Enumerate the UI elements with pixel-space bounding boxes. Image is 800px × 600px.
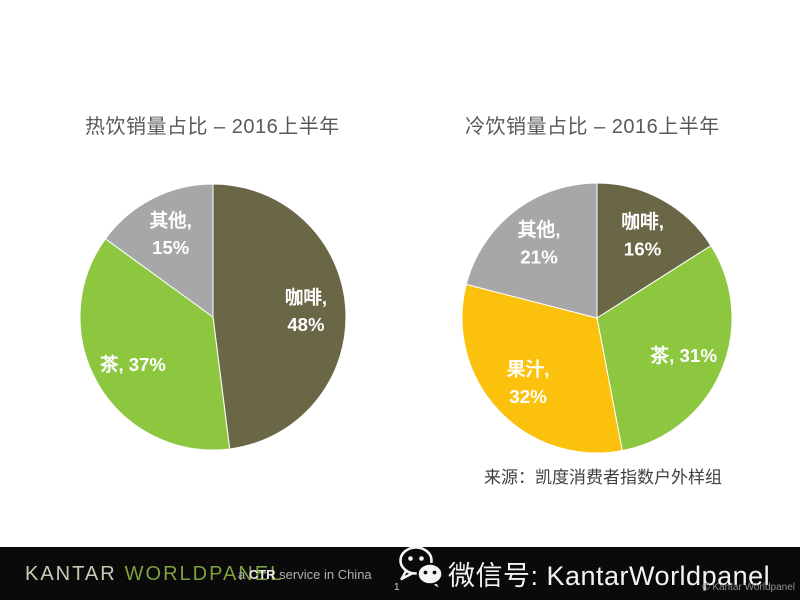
source-note: 来源：凯度消费者指数户外样组 [484,468,722,487]
logo-kantar-text: KANTAR [25,563,117,585]
cold-drinks-pie-chart: 咖啡, 16% 茶, 31% 果汁, 32% 其他, 21% [462,183,732,453]
copyright-text: © Kantar Worldpanel [702,582,795,593]
kantar-worldpanel-logo: KANTAR WORLDPANEL [25,563,283,586]
pie-label-coffee: 48% [287,314,324,335]
footer-bar: KANTAR WORLDPANEL a CTR service in China … [0,546,800,600]
pie-label-juice: 果汁, [507,358,550,380]
pie-label-other: 21% [520,247,558,268]
cold-drinks-chart-title: 冷饮销量占比 – 2016上半年 [465,116,720,138]
hot-drinks-pie-chart: 咖啡, 48% 茶, 37% 其他, 15% [80,184,346,450]
pie-label-tea: 茶, 37% [100,354,166,375]
hot-drinks-chart-title: 热饮销量占比 – 2016上半年 [85,116,340,138]
pie-slice-tea [596,244,732,452]
wechat-icon [399,546,444,590]
pie-slice-tea [80,238,231,450]
pie-label-other: 其他, [150,210,192,231]
ctr-tagline: a CTR service in China [238,567,372,582]
pie-slice-other [465,183,598,319]
pie-slice-juice [462,283,623,453]
pie-slice-coffee [212,184,346,450]
wechat-account-label: 微信号: KantarWorldpanel [448,561,771,591]
pie-label-coffee: 咖啡, [285,287,327,308]
pie-label-other: 15% [152,237,189,258]
pie-slice-coffee [596,183,712,319]
pie-label-juice: 32% [509,386,547,407]
tagline-prefix: a [238,567,249,582]
pie-label-coffee: 16% [624,238,662,259]
page-number: 1 [394,582,400,593]
pie-label-other: 其他, [518,218,561,240]
tagline-ctr: CTR [248,567,276,582]
logo-worldpanel-text: WORLDPANEL [124,563,284,585]
pie-slice-other [104,184,214,318]
tagline-suffix: service in China [275,567,372,582]
pie-label-tea: 茶, 31% [650,344,717,366]
pie-label-coffee: 咖啡, [621,210,664,232]
